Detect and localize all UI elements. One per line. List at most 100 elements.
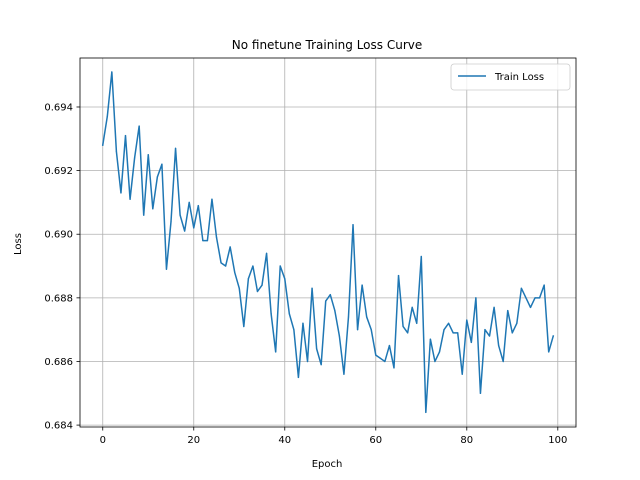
grid — [80, 58, 576, 427]
data-point — [270, 313, 272, 315]
data-point — [225, 265, 227, 267]
x-axis: 0 20 40 60 80 100 — [100, 427, 567, 446]
data-point — [525, 297, 527, 299]
data-point — [188, 201, 190, 204]
data-point — [479, 392, 482, 394]
data-point — [284, 278, 286, 280]
data-point — [493, 306, 495, 308]
data-point — [416, 322, 418, 324]
legend-box — [450, 63, 571, 91]
data-point — [238, 287, 240, 289]
data-point — [466, 319, 468, 321]
legend-label: Train Loss — [494, 72, 544, 83]
data-point — [452, 332, 454, 334]
data-point — [470, 341, 472, 343]
data-point — [174, 147, 177, 149]
data-point — [529, 306, 532, 308]
data-point — [447, 322, 450, 324]
data-point — [475, 297, 477, 299]
series-line-train-loss — [101, 71, 555, 414]
data-point — [402, 325, 404, 328]
plot-area-frame — [79, 57, 577, 428]
data-point — [488, 335, 491, 337]
data-point — [507, 309, 509, 312]
data-point — [393, 367, 395, 369]
data-point — [147, 154, 149, 156]
data-point — [334, 309, 336, 312]
data-point — [111, 71, 113, 73]
y-tick-label: 0.694 — [44, 102, 73, 113]
data-point — [184, 230, 186, 232]
data-point — [261, 284, 263, 286]
data-point — [297, 376, 300, 378]
data-point — [256, 290, 259, 293]
data-point — [520, 287, 522, 289]
data-point — [106, 115, 108, 118]
y-tick-label: 0.684 — [44, 421, 73, 432]
data-point — [338, 335, 340, 337]
x-axis-label: Epoch — [312, 459, 343, 470]
data-point — [370, 329, 372, 331]
data-point — [220, 262, 222, 264]
data-point — [311, 287, 313, 289]
data-point — [388, 344, 391, 347]
data-point — [279, 265, 281, 267]
data-point — [170, 220, 172, 223]
data-point — [379, 357, 381, 359]
data-point — [202, 239, 204, 242]
data-point — [197, 205, 199, 207]
data-point — [461, 373, 463, 375]
data-point — [129, 198, 131, 200]
data-point — [120, 192, 122, 194]
data-point — [156, 176, 158, 178]
data-point — [511, 332, 513, 334]
x-tick-label: 0 — [100, 435, 106, 446]
data-point — [552, 335, 554, 337]
chart-title: No finetune Training Loss Curve — [232, 38, 423, 52]
data-point — [193, 227, 195, 229]
data-point — [316, 348, 318, 350]
data-point — [347, 316, 350, 318]
data-point — [548, 351, 550, 353]
data-point — [502, 360, 504, 363]
data-point — [434, 360, 436, 363]
data-point — [206, 239, 209, 242]
data-point — [247, 278, 249, 280]
data-point — [366, 316, 368, 318]
data-point — [411, 306, 413, 308]
data-point — [275, 351, 277, 353]
data-point — [543, 284, 545, 286]
data-point — [438, 351, 441, 353]
data-point — [293, 329, 295, 331]
series-points — [102, 71, 554, 413]
data-point — [420, 255, 422, 258]
data-point — [343, 373, 345, 375]
data-point — [234, 271, 236, 273]
data-point — [243, 325, 245, 328]
data-point — [425, 411, 427, 413]
data-point — [252, 265, 254, 267]
data-point — [215, 236, 218, 239]
data-point — [329, 294, 331, 296]
data-point — [375, 354, 377, 356]
data-point — [165, 268, 168, 270]
data-point — [161, 163, 163, 165]
data-point — [306, 360, 309, 363]
data-point — [361, 284, 363, 286]
x-tick-label: 60 — [369, 435, 382, 446]
data-point — [516, 322, 518, 324]
data-point — [443, 329, 445, 331]
legend: Train Loss — [450, 63, 571, 91]
data-point — [134, 157, 136, 159]
x-tick-label: 100 — [548, 435, 567, 446]
data-point — [534, 297, 536, 299]
data-point — [143, 214, 145, 216]
data-point — [352, 224, 354, 226]
data-point — [265, 252, 268, 254]
data-point — [138, 125, 140, 127]
data-point — [325, 300, 327, 302]
series-layer — [101, 71, 555, 414]
y-axis-label: Loss — [13, 233, 24, 255]
data-point — [152, 208, 154, 210]
